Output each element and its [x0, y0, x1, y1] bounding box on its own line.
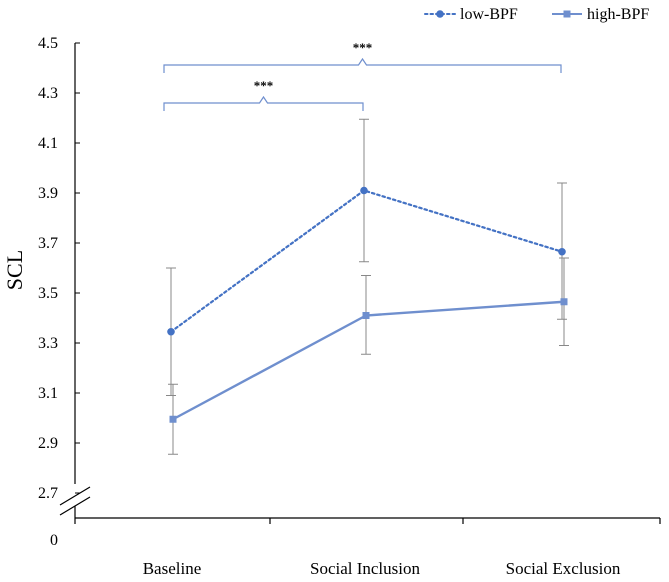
y-tick-label: 2.7 — [38, 485, 58, 502]
y-tick-label: 4.1 — [38, 135, 58, 152]
significance-label: *** — [254, 78, 274, 93]
y-tick-label: 3.1 — [38, 385, 58, 402]
marker-low-BPF — [360, 186, 368, 195]
legend-marker-low-BPF — [436, 10, 444, 18]
axis-break-mark-1 — [59, 486, 91, 506]
y-tick-label: 3.9 — [38, 185, 58, 202]
x-category-label: Baseline — [143, 559, 202, 578]
marker-low-BPF — [167, 327, 175, 336]
significance-bracket — [163, 95, 364, 111]
x-category-label: Social Exclusion — [506, 559, 621, 578]
marker-high-BPF — [560, 298, 568, 306]
marker-high-BPF — [169, 415, 177, 423]
y-tick-label: 3.7 — [38, 235, 58, 252]
legend-label-low-BPF: low-BPF — [460, 6, 518, 23]
legend-marker-high-BPF — [563, 10, 571, 18]
significance-label: *** — [353, 40, 373, 55]
significance-bracket — [163, 57, 562, 73]
series-line-high-BPF — [172, 300, 565, 421]
y-tick-label: 2.9 — [38, 435, 58, 452]
y-zero-label: 0 — [50, 532, 58, 549]
y-tick-label: 3.5 — [38, 285, 58, 302]
axis-break-mark-2 — [59, 496, 91, 516]
x-category-label: Social Inclusion — [310, 559, 421, 578]
y-tick-label: 4.5 — [38, 35, 58, 52]
marker-low-BPF — [558, 247, 566, 256]
marker-high-BPF — [362, 312, 370, 319]
y-tick-label: 4.3 — [38, 85, 58, 102]
y-tick-label: 3.3 — [38, 335, 58, 352]
legend-label-high-BPF: high-BPF — [587, 6, 649, 23]
y-axis-title: SCL — [2, 250, 27, 290]
